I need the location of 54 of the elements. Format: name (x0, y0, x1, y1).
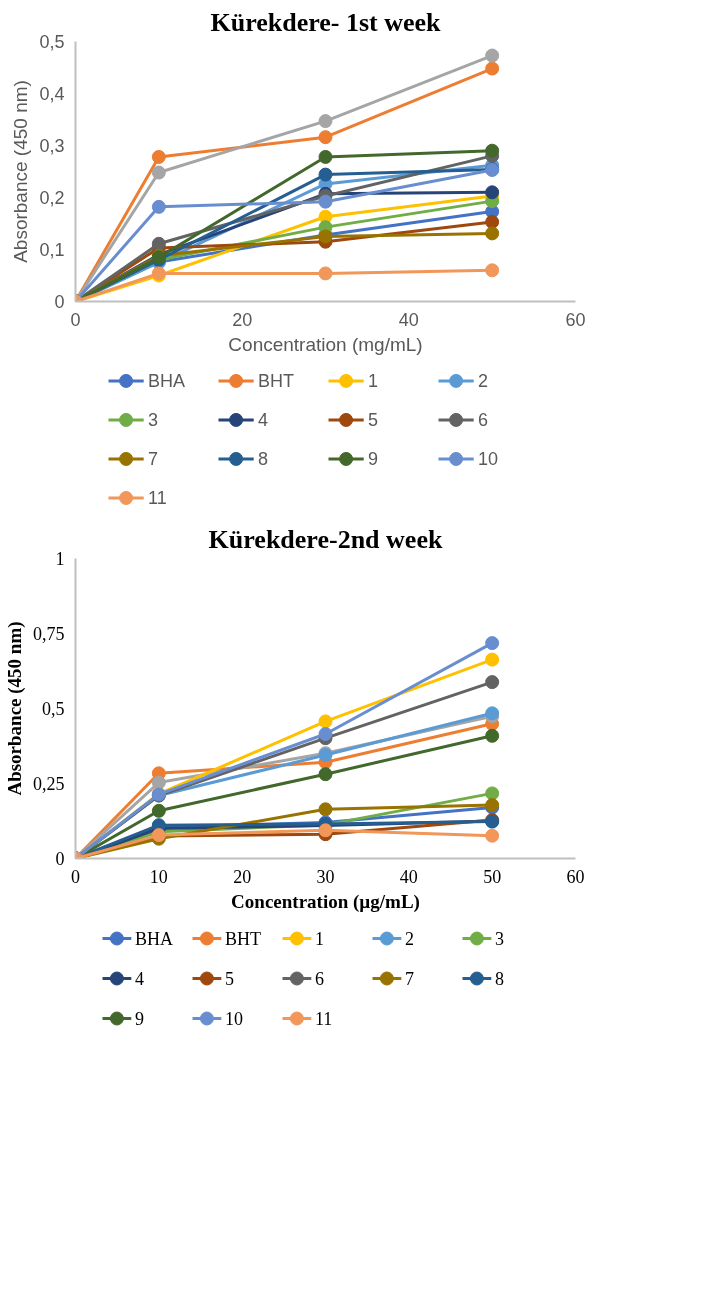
x-tick-label: 60 (566, 866, 585, 887)
y-axis-title: Absorbance (450 nm) (10, 80, 32, 263)
legend-label: 2 (404, 929, 414, 949)
x-tick-label: 20 (233, 866, 252, 887)
y-tick-label: 0,3 (39, 136, 65, 156)
legend-label: 9 (368, 449, 379, 470)
legend-label: BHA (148, 370, 186, 391)
legend-label: 6 (478, 410, 489, 431)
legend-label: 8 (258, 449, 269, 470)
legend-label: 1 (314, 929, 324, 949)
legend-label: 3 (494, 929, 504, 949)
y-tick-label: 0,25 (33, 774, 65, 794)
x-axis-title: Concentration (µg/mL) (231, 890, 420, 913)
x-axis-title: Concentration (mg/mL) (228, 333, 423, 355)
y-axis-title: Absorbance (450 nm) (4, 621, 26, 796)
legend-label: BHA (134, 928, 173, 949)
x-tick-label: 40 (399, 866, 418, 887)
legend-label: 5 (368, 410, 379, 431)
legend-label: 11 (314, 1009, 333, 1029)
legend-label: 9 (134, 1009, 144, 1029)
x-tick-label: 60 (565, 309, 586, 330)
x-tick-label: 40 (398, 309, 419, 330)
legend-label: 5 (224, 969, 234, 989)
legend-label: 7 (404, 969, 414, 989)
x-tick-label: 20 (232, 309, 253, 330)
legend-label: 7 (148, 449, 159, 470)
legend-label: BHT (258, 370, 295, 391)
y-tick-label: 0 (54, 292, 65, 312)
y-tick-label: 0,4 (39, 84, 65, 104)
legend-label: 4 (134, 969, 144, 989)
y-tick-label: 0,1 (39, 240, 65, 260)
y-tick-label: 0,2 (39, 188, 65, 208)
x-tick-label: 0 (71, 866, 80, 887)
y-tick-label: 1 (55, 549, 65, 569)
y-tick-label: 0,75 (33, 624, 65, 644)
x-tick-label: 50 (483, 866, 502, 887)
y-tick-label: 0 (55, 849, 65, 869)
x-tick-label: 10 (149, 866, 168, 887)
y-tick-label: 0,5 (39, 32, 65, 52)
x-tick-label: 0 (70, 309, 81, 330)
legend-label: 8 (494, 969, 504, 989)
x-tick-label: 30 (316, 866, 335, 887)
chart-title: Kürekdere-2nd week (208, 524, 443, 554)
legend-label: 1 (368, 371, 379, 392)
legend-label: 10 (478, 449, 499, 470)
legend-label: 4 (258, 410, 269, 431)
legend-label: 3 (148, 410, 159, 431)
chart-title: Kürekdere- 1st week (210, 7, 442, 37)
legend-label: 2 (478, 371, 489, 392)
y-tick-label: 0,5 (42, 699, 65, 719)
legend-label: 6 (314, 969, 324, 989)
legend-label: BHT (224, 928, 261, 949)
legend-label: 10 (224, 1009, 243, 1029)
legend-label: 11 (148, 488, 167, 509)
